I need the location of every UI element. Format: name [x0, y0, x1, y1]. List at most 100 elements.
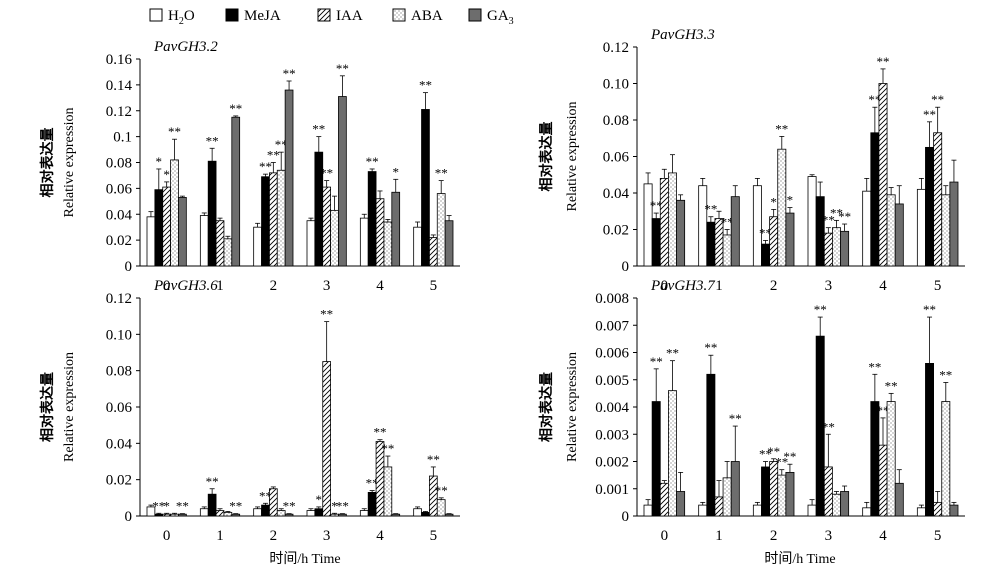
significance-mark: * [163, 167, 170, 182]
bar-meja [706, 221, 716, 267]
bar-h2o [306, 510, 316, 517]
x-tick-label: 3 [825, 528, 833, 544]
chart-panel-pavgh3-3: 相对表达量 Relative expression 0 0.02 0.04 0.06 0.0… [538, 27, 965, 294]
significance-mark: ** [650, 198, 663, 213]
significance-mark: ** [923, 302, 936, 317]
bar-h2o [752, 504, 762, 517]
bar-h2o [643, 183, 653, 267]
significance-mark: ** [759, 447, 772, 462]
significance-mark: ** [206, 474, 219, 489]
y-tick-label: 0.004 [595, 400, 629, 416]
significance-mark: ** [877, 403, 890, 418]
bar-h2o [199, 508, 209, 517]
bar-h2o [916, 188, 926, 267]
y-tick-label: 0.08 [603, 113, 629, 129]
y-axis-title-en: Relative expression [62, 107, 77, 217]
legend-swatch [392, 8, 406, 22]
y-axis-title-en: Relative expression [565, 352, 580, 462]
y-tick-label: 0.04 [106, 207, 133, 223]
bar-ga3 [949, 181, 959, 267]
bar-iaa [215, 220, 225, 267]
significance-mark: ** [868, 359, 881, 374]
category-group-1: 1 ** ** [698, 177, 740, 294]
bar-iaa [268, 488, 278, 517]
bar-ga3 [178, 197, 187, 267]
y-tick-label: 0.06 [106, 181, 133, 197]
y-tick-label: 0.001 [595, 482, 629, 498]
category-group-1: 1 ** ** [199, 101, 242, 294]
y-tick-label: 0.02 [603, 223, 629, 239]
x-tick-label: 0 [163, 278, 171, 294]
bar-iaa [162, 186, 172, 267]
significance-mark: ** [259, 159, 272, 174]
y-axis-title-cn: 相对表达量 [538, 122, 555, 192]
bar-iaa [714, 496, 724, 517]
y-tick-label: 0.1 [113, 130, 132, 146]
significance-mark: ** [381, 441, 394, 456]
legend-swatch [468, 8, 482, 22]
legend: H2O MeJA IAA ABA GA3 [149, 8, 514, 27]
significance-mark: * [331, 498, 338, 513]
bar-iaa [933, 501, 943, 517]
x-tick-label: 3 [323, 278, 331, 294]
category-group-0: 0 **** [643, 346, 686, 544]
bar-aba [886, 401, 896, 517]
bar-h2o [916, 507, 926, 517]
bar-ga3 [231, 116, 241, 267]
significance-mark: ** [704, 202, 717, 217]
bar-aba [941, 194, 951, 267]
bar-aba [668, 390, 677, 517]
bar-aba [276, 169, 286, 267]
panel-title: PavGH3.3 [650, 27, 715, 43]
y-axis-title-en: Relative expression [62, 352, 77, 462]
bar-h2o [862, 507, 872, 517]
significance-mark: * [392, 164, 399, 179]
bar-meja [154, 189, 164, 267]
y-axis-title-cn: 相对表达量 [39, 128, 56, 198]
bar-meja [761, 243, 771, 267]
bar-ga3 [730, 196, 740, 267]
bar-meja [421, 511, 430, 517]
bar-meja [261, 176, 270, 267]
bar-ga3 [284, 89, 294, 267]
bar-aba [330, 513, 339, 517]
bar-meja [706, 373, 716, 517]
bar-h2o [253, 226, 262, 267]
x-tick-label: 2 [270, 278, 278, 294]
panel-title: PavGH3.2 [153, 39, 218, 55]
significance-mark: ** [704, 340, 717, 355]
significance-mark: ** [320, 166, 333, 181]
significance-mark: ** [822, 419, 835, 434]
bar-h2o [413, 508, 422, 517]
y-tick-label: 0.04 [106, 436, 133, 452]
significance-mark: ** [759, 225, 772, 240]
x-axis-title-left: 时间/h Time [269, 551, 340, 567]
y-tick-label: 0.06 [603, 150, 630, 166]
y-tick-label: 0.006 [595, 346, 629, 362]
legend-label: H2O [168, 8, 195, 27]
bar-iaa [659, 177, 669, 267]
bar-iaa [162, 513, 172, 517]
significance-mark: ** [176, 499, 189, 514]
bar-meja [207, 160, 217, 267]
y-tick-label: 0.002 [595, 455, 629, 471]
bar-iaa [823, 232, 833, 267]
significance-mark: ** [275, 137, 288, 152]
x-tick-label: 1 [216, 278, 224, 294]
category-group-0: 0 ** [643, 154, 686, 294]
bar-ga3 [284, 513, 294, 517]
y-tick-label: 0.16 [106, 52, 133, 68]
bar-iaa [215, 510, 225, 517]
significance-mark: ** [336, 61, 349, 76]
x-tick-label: 5 [934, 278, 942, 294]
legend-item-ga3: GA3 [468, 8, 514, 27]
significance-mark: ** [366, 154, 379, 169]
bar-aba [941, 401, 951, 517]
category-group-2: 2******** [253, 66, 296, 294]
x-tick-label: 1 [216, 528, 224, 544]
bar-meja [314, 508, 324, 517]
significance-mark: ** [152, 498, 165, 513]
x-tick-label: 0 [661, 528, 669, 544]
chart-panels: 相对表达量 Relative expression 0 0.02 0.04 0.06 0.0… [39, 27, 965, 544]
significance-mark: ** [312, 122, 325, 137]
